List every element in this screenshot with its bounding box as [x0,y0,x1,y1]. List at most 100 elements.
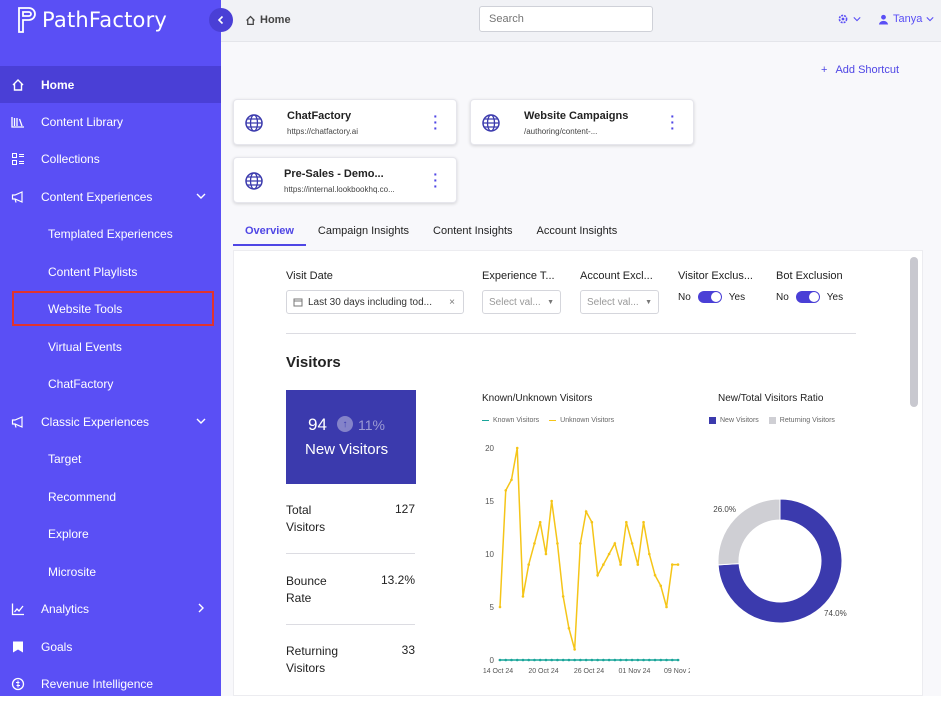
visit-date-select[interactable]: Last 30 days including tod... × [286,290,464,314]
data-point [584,510,588,513]
data-point [550,658,553,662]
chevron-down-icon [926,17,934,22]
slice-label: 74.0% [824,609,847,618]
new-visitors-card: 94 ↑ 11% New Visitors [286,390,416,484]
toggle-switch[interactable] [795,291,820,303]
visitor-exclusion-label: Visitor Exclus... [678,270,753,282]
sidebar-item-analytics[interactable]: Analytics [0,590,221,627]
collapse-sidebar-button[interactable] [209,8,233,32]
experience-type-select[interactable]: Select val... ▼ [482,290,561,314]
shortcut-card[interactable]: ChatFactory https://chatfactory.ai · · · [233,99,457,145]
data-point [538,520,542,524]
megaphone-icon [11,190,25,204]
account-exclusion-label: Account Excl... [580,270,653,282]
donut-slice [717,498,781,566]
account-exclusion-select[interactable]: Select val... ▼ [580,290,659,314]
line-chart: 0 5 10 15 20 14 Oct 24 20 Oct 24 26 Oct 24 01 No… [483,444,690,675]
data-point [625,520,628,524]
sidebar-item-content-playlists[interactable]: Content Playlists [0,253,221,290]
chevron-left-icon [217,15,224,25]
visitors-heading: Visitors [286,354,341,371]
user-name: Tanya [893,13,923,25]
stat-value: 33 [401,643,415,657]
tab-overview[interactable]: Overview [233,220,306,246]
sidebar-item-goals[interactable]: Goals [0,628,221,665]
stat-label: Returning Visitors [286,644,339,675]
data-point [544,552,548,556]
divider [286,333,856,334]
sidebar-item-website-tools[interactable]: Website Tools [0,290,221,327]
add-shortcut-button[interactable]: + Add Shortcut [821,64,899,76]
shortcut-url: /authoring/content-... [524,127,598,136]
sidebar-item-microsite[interactable]: Microsite [0,553,221,590]
data-point [642,520,645,524]
user-menu[interactable]: Tanya [878,13,934,25]
data-point [504,658,508,662]
data-point [630,542,634,545]
shortcut-card[interactable]: Website Campaigns /authoring/content-...… [470,99,694,145]
sidebar-item-collections[interactable]: Collections [0,140,221,177]
clear-icon[interactable]: × [449,296,455,308]
x-tick-label: 20 Oct 24 [528,668,558,675]
scrollbar[interactable] [910,257,918,407]
tab-content-insights[interactable]: Content Insights [433,225,513,237]
legend-label: New Visitors [720,417,759,424]
logo[interactable]: PathFactory [16,4,167,36]
data-point [573,648,576,651]
data-point [527,563,531,566]
more-options-icon[interactable]: · · · [433,166,438,194]
website-tools-highlight-box [12,291,214,326]
sidebar-item-label: Content Experiences [41,189,153,204]
more-options-icon[interactable]: · · · [670,108,675,136]
sidebar-item-classic-experiences[interactable]: Classic Experiences [0,403,221,440]
shortcut-title: Pre-Sales - Demo... [284,168,384,180]
data-point [676,563,680,566]
data-point [573,658,576,662]
data-point [636,563,640,566]
chevron-down-icon [196,415,206,429]
settings-menu[interactable] [837,13,861,25]
data-point [498,658,502,662]
breadcrumb-home: Home [260,14,291,26]
legend-swatch [768,417,776,424]
gear-icon [838,14,848,24]
new-visitors-label: New Visitors [305,441,389,458]
series-line [499,447,678,650]
tab-campaign-insights[interactable]: Campaign Insights [317,225,410,237]
data-point [613,658,617,662]
sidebar-item-revenue-intelligence[interactable]: Revenue Intelligence [0,665,221,702]
sidebar-item-recommend[interactable]: Recommend [0,478,221,515]
sidebar-item-explore[interactable]: Explore [0,515,221,552]
chevron-down-icon [853,17,861,22]
data-point [602,658,605,662]
toggle-no-label: No [678,291,691,303]
breadcrumb[interactable]: Home [245,14,291,26]
shortcut-card[interactable]: Pre-Sales - Demo... https://internal.loo… [233,157,457,203]
sidebar-item-target[interactable]: Target [0,440,221,477]
goal-icon [11,640,25,654]
sidebar-item-content-experiences[interactable]: Content Experiences [0,178,221,215]
new-visitors-change: 11% [358,417,385,433]
sidebar-item-chatfactory[interactable]: ChatFactory [0,365,221,402]
search-input[interactable] [479,6,653,32]
sidebar-item-home[interactable]: Home [0,66,221,103]
sidebar-item-label: Templated Experiences [48,226,173,241]
more-options-icon[interactable]: · · · [433,108,438,136]
toggle-yes-label: Yes [826,291,844,303]
sidebar-item-virtual-events[interactable]: Virtual Events [0,328,221,365]
sidebar-item-content-library[interactable]: Content Library [0,103,221,140]
megaphone-icon [11,415,25,429]
legend-label: Known Visitors [493,417,540,424]
visitor-exclusion-toggle[interactable]: No Yes [678,291,745,303]
sidebar-item-label: Goals [41,639,73,654]
bot-exclusion-toggle[interactable]: No Yes [776,291,843,303]
tab-account-insights[interactable]: Account Insights [536,225,618,237]
sidebar-item-templated-experiences[interactable]: Templated Experiences [0,215,221,252]
experience-type-label: Experience T... [482,270,555,282]
legend-swatch [549,419,557,422]
sidebar: PathFactory Home Content Library Collect… [0,0,221,696]
toggle-switch[interactable] [697,291,722,303]
data-point [527,658,531,662]
sidebar-item-label: Content Library [41,114,124,129]
sidebar-item-label: Virtual Events [48,339,122,354]
